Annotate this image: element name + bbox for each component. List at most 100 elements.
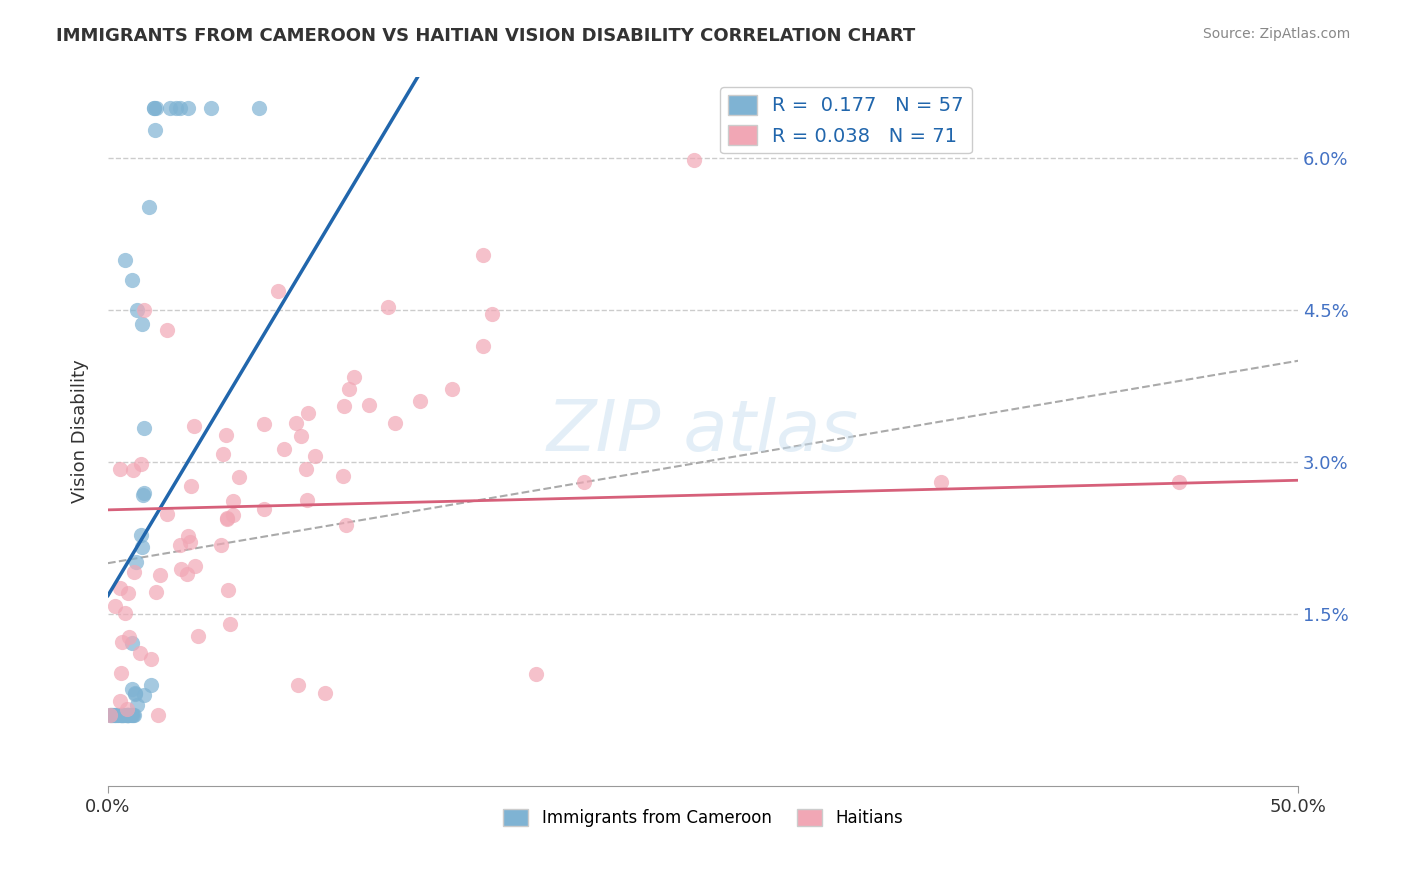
Point xyxy=(124,687,146,701)
Point xyxy=(247,101,270,115)
Point xyxy=(273,442,295,456)
Point xyxy=(117,708,139,723)
Point xyxy=(176,566,198,581)
Point xyxy=(295,493,318,508)
Point xyxy=(159,101,181,115)
Point xyxy=(287,677,309,691)
Point xyxy=(108,582,131,596)
Point xyxy=(115,708,138,723)
Point xyxy=(132,486,155,500)
Point xyxy=(143,101,166,115)
Point xyxy=(177,101,200,115)
Point xyxy=(253,501,276,516)
Point xyxy=(132,488,155,502)
Y-axis label: Vision Disability: Vision Disability xyxy=(72,359,89,503)
Point xyxy=(122,708,145,723)
Point xyxy=(409,394,432,409)
Point xyxy=(156,323,179,337)
Point xyxy=(156,507,179,521)
Point xyxy=(118,630,141,644)
Point xyxy=(332,469,354,483)
Point xyxy=(104,708,127,723)
Point xyxy=(200,101,222,115)
Point xyxy=(121,273,143,287)
Point xyxy=(111,635,134,649)
Point xyxy=(100,708,122,723)
Point xyxy=(125,698,148,712)
Point xyxy=(335,517,357,532)
Point xyxy=(284,416,307,430)
Point xyxy=(115,702,138,716)
Point xyxy=(112,708,135,723)
Point xyxy=(343,370,366,384)
Point xyxy=(228,470,250,484)
Point xyxy=(107,708,129,723)
Point xyxy=(129,646,152,660)
Point xyxy=(471,247,494,261)
Point xyxy=(101,708,124,723)
Point xyxy=(314,686,336,700)
Point xyxy=(104,599,127,613)
Point xyxy=(180,478,202,492)
Point xyxy=(337,382,360,396)
Point xyxy=(111,708,134,723)
Point xyxy=(683,153,706,167)
Point xyxy=(131,540,153,554)
Point xyxy=(222,508,245,522)
Point xyxy=(169,101,191,115)
Point xyxy=(145,101,167,115)
Text: IMMIGRANTS FROM CAMEROON VS HAITIAN VISION DISABILITY CORRELATION CHART: IMMIGRANTS FROM CAMEROON VS HAITIAN VISI… xyxy=(56,27,915,45)
Point xyxy=(114,606,136,620)
Point xyxy=(114,252,136,267)
Point xyxy=(132,688,155,702)
Point xyxy=(129,458,152,472)
Point xyxy=(217,511,239,525)
Point xyxy=(440,382,463,396)
Point xyxy=(526,667,548,681)
Point xyxy=(165,101,187,115)
Point xyxy=(149,568,172,582)
Point xyxy=(169,538,191,552)
Point xyxy=(184,559,207,574)
Point xyxy=(122,462,145,476)
Point xyxy=(131,317,153,331)
Point xyxy=(357,398,380,412)
Point xyxy=(170,562,193,576)
Point xyxy=(221,494,243,508)
Legend: Immigrants from Cameroon, Haitians: Immigrants from Cameroon, Haitians xyxy=(496,803,910,834)
Point xyxy=(117,708,139,723)
Point xyxy=(481,307,503,321)
Point xyxy=(110,708,132,723)
Point xyxy=(122,565,145,579)
Point xyxy=(139,677,162,691)
Point xyxy=(98,708,121,723)
Point xyxy=(122,708,145,723)
Point xyxy=(114,708,136,723)
Point xyxy=(1168,475,1191,490)
Point xyxy=(121,635,143,649)
Point xyxy=(101,708,124,723)
Point xyxy=(117,708,139,723)
Point xyxy=(267,285,290,299)
Point xyxy=(572,475,595,490)
Point xyxy=(111,708,134,723)
Point xyxy=(138,200,160,214)
Point xyxy=(209,538,232,552)
Point xyxy=(332,399,354,413)
Point xyxy=(121,708,143,723)
Point xyxy=(304,449,326,463)
Text: ZIP atlas: ZIP atlas xyxy=(547,397,859,467)
Point xyxy=(121,682,143,697)
Point xyxy=(132,421,155,435)
Point xyxy=(290,429,312,443)
Point xyxy=(110,666,132,681)
Point xyxy=(125,555,148,569)
Point xyxy=(145,584,167,599)
Point xyxy=(117,708,139,723)
Point xyxy=(117,708,139,723)
Point xyxy=(211,447,233,461)
Point xyxy=(139,652,162,666)
Point xyxy=(142,101,165,115)
Point xyxy=(297,406,319,420)
Point xyxy=(117,708,139,723)
